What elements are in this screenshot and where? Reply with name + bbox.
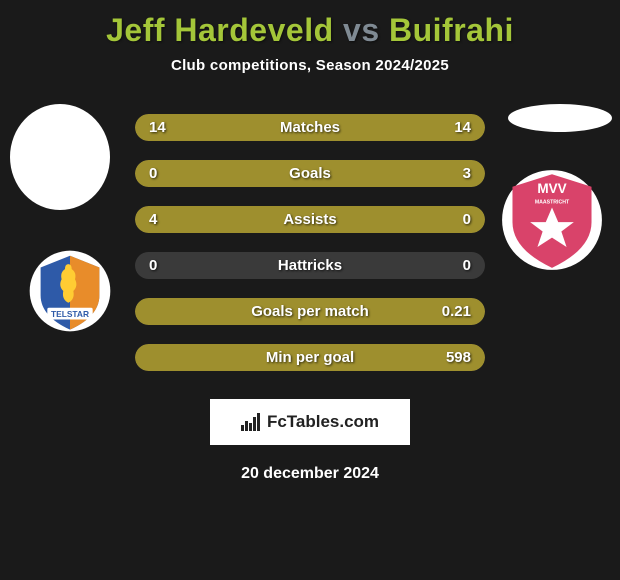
stat-label: Min per goal598: [135, 344, 485, 371]
player2-name: Buifrahi: [389, 12, 514, 48]
stat-row-goals: 0Goals3: [135, 160, 485, 187]
club-left-badge: TELSTAR: [28, 249, 112, 333]
subtitle: Club competitions, Season 2024/2025: [0, 57, 620, 74]
svg-text:MVV: MVV: [537, 181, 566, 196]
stat-label: 14Matches14: [135, 114, 485, 141]
stat-row-goals-per-match: Goals per match0.21: [135, 298, 485, 325]
stat-name: Assists: [135, 211, 485, 228]
stat-name: Hattricks: [135, 257, 485, 274]
stat-row-assists: 4Assists0: [135, 206, 485, 233]
player2-avatar: [508, 104, 612, 132]
stat-name: Min per goal: [135, 349, 485, 366]
fctables-badge: FcTables.com: [210, 399, 410, 445]
stat-name: Matches: [135, 119, 485, 136]
stats-bars: 14Matches14 0Goals3 4Assists0 0Hattricks0 Go…: [135, 114, 485, 371]
svg-text:TELSTAR: TELSTAR: [51, 309, 89, 319]
stat-label: 0Hattricks0: [135, 252, 485, 279]
stat-label: 4Assists0: [135, 206, 485, 233]
stat-label: Goals per match0.21: [135, 298, 485, 325]
player1-avatar: [10, 104, 110, 210]
player1-name: Jeff Hardeveld: [106, 12, 334, 48]
comparison-title: Jeff Hardeveld vs Buifrahi: [0, 0, 620, 49]
stat-row-min-per-goal: Min per goal598: [135, 344, 485, 371]
club-right-badge: MVV MAASTRICHT: [500, 168, 604, 272]
date-label: 20 december 2024: [0, 465, 620, 483]
fctables-label: FcTables.com: [267, 412, 379, 432]
stat-label: 0Goals3: [135, 160, 485, 187]
vs-text: vs: [343, 12, 380, 48]
stat-name: Goals per match: [135, 303, 485, 320]
stat-name: Goals: [135, 165, 485, 182]
svg-text:MAASTRICHT: MAASTRICHT: [535, 199, 570, 205]
stat-row-matches: 14Matches14: [135, 114, 485, 141]
stat-row-hattricks: 0Hattricks0: [135, 252, 485, 279]
content-area: TELSTAR MVV MAASTRICHT 14Matches14 0Goals…: [0, 114, 620, 483]
fctables-icon: [241, 413, 261, 431]
